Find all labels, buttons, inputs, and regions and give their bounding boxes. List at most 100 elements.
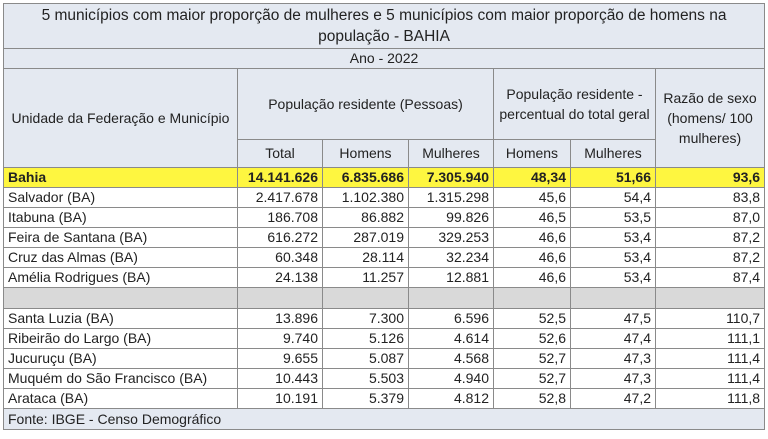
mulheres-cell: 12.881 xyxy=(408,267,494,288)
source-row: Fonte: IBGE - Censo Demográfico xyxy=(2,408,766,430)
homens-percent-cell: 48,34 xyxy=(493,167,571,188)
total-cell: 24.138 xyxy=(237,267,323,288)
homens-cell: 28.114 xyxy=(322,247,409,268)
data-table-container: 5 municípios com maior proporção de mulh… xyxy=(2,3,766,430)
mulheres-percent-cell: 51,66 xyxy=(570,167,656,188)
sex-ratio-cell: 111,4 xyxy=(654,368,766,389)
homens-percent-cell: 52,5 xyxy=(493,308,571,329)
separator-cell xyxy=(237,287,323,309)
header-mulheres: Mulheres xyxy=(408,139,494,168)
sex-ratio-cell: 93,6 xyxy=(654,167,766,188)
year-label: Ano - 2022 xyxy=(2,48,766,69)
separator-cell xyxy=(408,287,494,309)
table-row: Feira de Santana (BA) 616.272 287.019 329.2… xyxy=(3,227,766,248)
separator-cell xyxy=(654,287,766,309)
header-population-percent: População residente - percentual do tota… xyxy=(493,68,656,140)
municipality-name: Bahia xyxy=(3,167,238,188)
total-cell: 10.443 xyxy=(237,368,323,389)
municipality-name: Santa Luzia (BA) xyxy=(3,308,238,329)
homens-cell: 1.102.380 xyxy=(322,187,409,208)
sex-ratio-cell: 83,8 xyxy=(654,187,766,208)
sex-ratio-cell: 87,0 xyxy=(654,207,766,228)
mulheres-percent-cell: 47,5 xyxy=(570,308,656,329)
homens-percent-cell: 46,6 xyxy=(493,267,571,288)
municipality-name: Feira de Santana (BA) xyxy=(3,227,238,248)
homens-percent-cell: 52,7 xyxy=(493,348,571,369)
sex-ratio-cell: 87,4 xyxy=(654,267,766,288)
sex-ratio-cell: 87,2 xyxy=(654,247,766,268)
homens-cell: 11.257 xyxy=(322,267,409,288)
population-table: 5 municípios com maior proporção de mulh… xyxy=(2,3,766,430)
mulheres-percent-cell: 53,4 xyxy=(570,267,656,288)
mulheres-percent-cell: 53,4 xyxy=(570,227,656,248)
table-row: Cruz das Almas (BA) 60.348 28.114 32.234 46,… xyxy=(3,247,766,268)
mulheres-cell: 1.315.298 xyxy=(408,187,494,208)
total-cell: 2.417.678 xyxy=(237,187,323,208)
table-title: 5 municípios com maior proporção de mulh… xyxy=(2,3,766,49)
homens-cell: 5.379 xyxy=(322,388,409,409)
sex-ratio-cell: 110,7 xyxy=(654,308,766,329)
mulheres-percent-cell: 53,5 xyxy=(570,207,656,228)
mulheres-percent-cell: 47,3 xyxy=(570,368,656,389)
municipality-name: Amélia Rodrigues (BA) xyxy=(3,267,238,288)
separator-cell xyxy=(570,287,656,309)
homens-cell: 86.882 xyxy=(322,207,409,228)
homens-cell: 6.835.686 xyxy=(322,167,409,188)
header-sex-ratio: Razão de sexo (homens/ 100 mulheres) xyxy=(654,68,766,168)
separator-cell xyxy=(493,287,571,309)
mulheres-cell: 7.305.940 xyxy=(408,167,494,188)
mulheres-cell: 32.234 xyxy=(408,247,494,268)
homens-percent-cell: 46,6 xyxy=(493,247,571,268)
homens-cell: 5.503 xyxy=(322,368,409,389)
header-total: Total xyxy=(237,139,323,168)
mulheres-percent-cell: 47,4 xyxy=(570,328,656,349)
mulheres-cell: 329.253 xyxy=(408,227,494,248)
homens-percent-cell: 52,7 xyxy=(493,368,571,389)
table-row: Ribeirão do Largo (BA) 9.740 5.126 4.614 52,… xyxy=(3,328,766,349)
homens-cell: 5.087 xyxy=(322,348,409,369)
mulheres-percent-cell: 47,2 xyxy=(570,388,656,409)
municipality-name: Ribeirão do Largo (BA) xyxy=(3,328,238,349)
table-row: Muquém do São Francisco (BA) 10.443 5.503 4… xyxy=(3,368,766,389)
header-homens: Homens xyxy=(322,139,409,168)
total-cell: 9.655 xyxy=(237,348,323,369)
table-row: Amélia Rodrigues (BA) 24.138 11.257 12.881 4… xyxy=(3,267,766,288)
homens-percent-cell: 46,6 xyxy=(493,227,571,248)
total-cell: 13.896 xyxy=(237,308,323,329)
mulheres-cell: 4.940 xyxy=(408,368,494,389)
total-cell: 10.191 xyxy=(237,388,323,409)
mulheres-percent-cell: 47,3 xyxy=(570,348,656,369)
separator-cell xyxy=(322,287,409,309)
sex-ratio-cell: 111,8 xyxy=(654,388,766,409)
homens-cell: 287.019 xyxy=(322,227,409,248)
mulheres-cell: 4.568 xyxy=(408,348,494,369)
source-note: Fonte: IBGE - Censo Demográfico xyxy=(2,408,766,430)
mulheres-cell: 6.596 xyxy=(408,308,494,329)
sex-ratio-cell: 87,2 xyxy=(654,227,766,248)
homens-percent-cell: 45,6 xyxy=(493,187,571,208)
state-row-highlight: Bahia 14.141.626 6.835.686 7.305.940 48,34 51… xyxy=(3,167,766,188)
table-row: Arataca (BA) 10.191 5.379 4.812 52,8 47,2 111,… xyxy=(3,388,766,409)
mulheres-cell: 99.826 xyxy=(408,207,494,228)
table-row: Itabuna (BA) 186.708 86.882 99.826 46,5 53,5 8… xyxy=(3,207,766,228)
sex-ratio-cell: 111,4 xyxy=(654,348,766,369)
homens-percent-cell: 46,5 xyxy=(493,207,571,228)
header-population-residente: População residente (Pessoas) xyxy=(237,68,494,140)
mulheres-cell: 4.614 xyxy=(408,328,494,349)
sex-ratio-cell: 111,1 xyxy=(654,328,766,349)
mulheres-percent-cell: 54,4 xyxy=(570,187,656,208)
separator-row xyxy=(3,287,766,309)
total-cell: 14.141.626 xyxy=(237,167,323,188)
header-mulheres-percent: Mulheres xyxy=(570,139,656,168)
total-cell: 60.348 xyxy=(237,247,323,268)
table-row: Salvador (BA) 2.417.678 1.102.380 1.315.298… xyxy=(3,187,766,208)
homens-percent-cell: 52,6 xyxy=(493,328,571,349)
total-cell: 186.708 xyxy=(237,207,323,228)
homens-percent-cell: 52,8 xyxy=(493,388,571,409)
header-unit: Unidade da Federação e Município xyxy=(3,68,238,168)
total-cell: 9.740 xyxy=(237,328,323,349)
municipality-name: Arataca (BA) xyxy=(3,388,238,409)
table-row: Jucuruçu (BA) 9.655 5.087 4.568 52,7 47,3 111,… xyxy=(3,348,766,369)
municipality-name: Muquém do São Francisco (BA) xyxy=(3,368,238,389)
separator-cell xyxy=(3,287,238,309)
